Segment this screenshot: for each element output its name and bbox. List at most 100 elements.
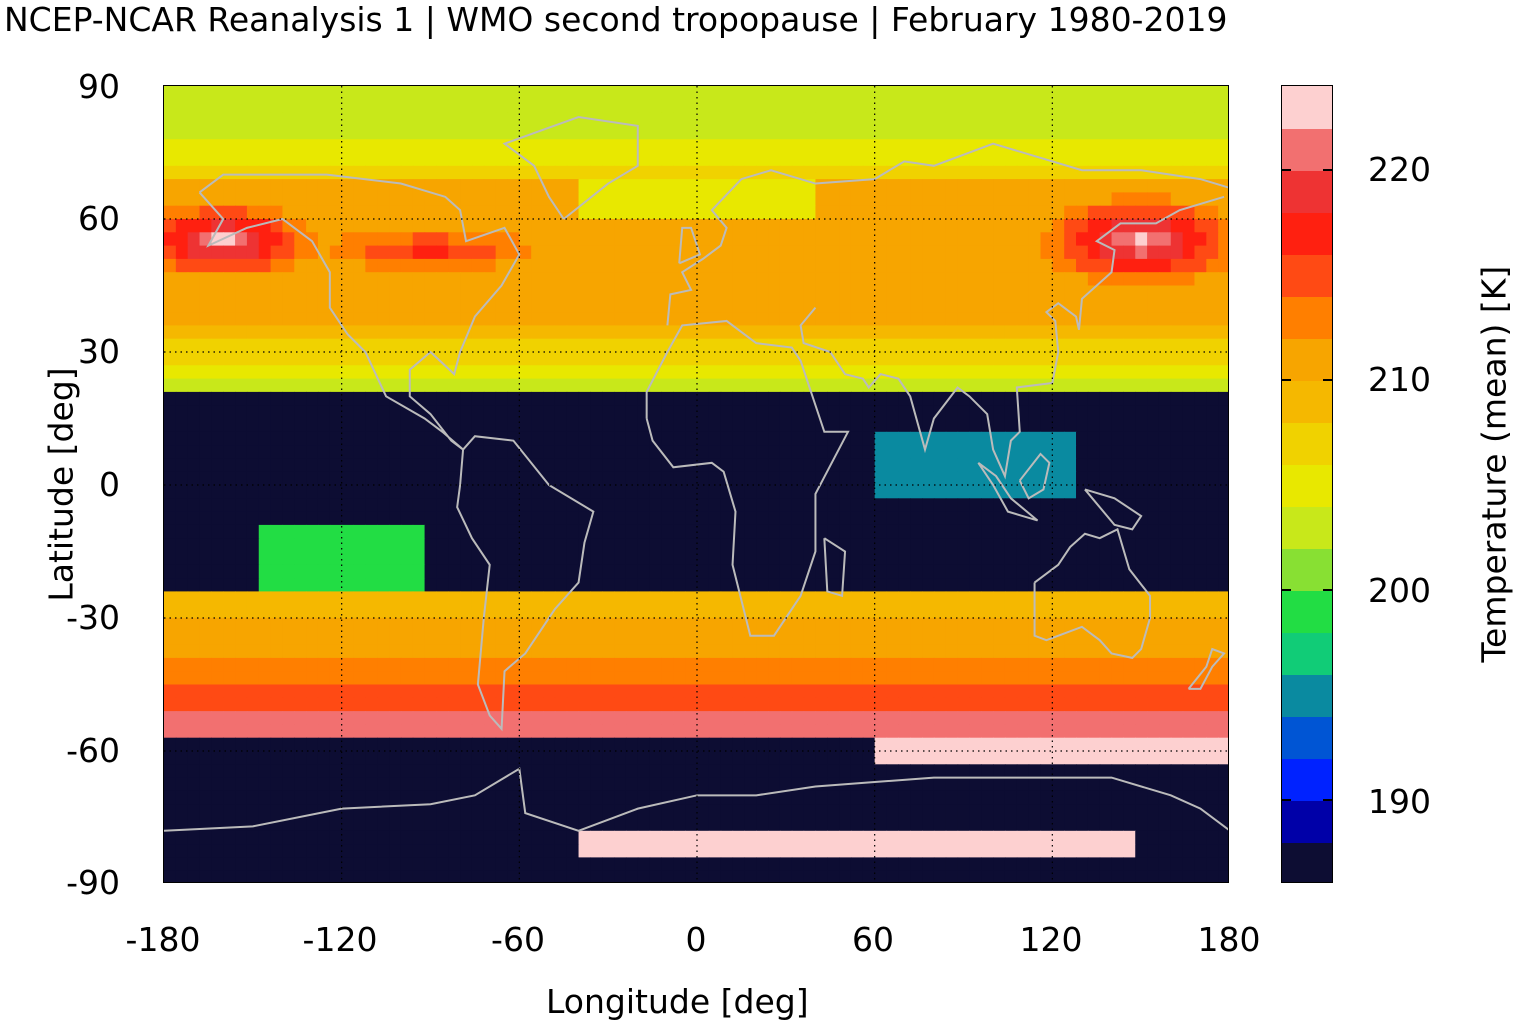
heatmap-cell [246, 139, 260, 154]
heatmap-cell [1123, 764, 1136, 779]
heatmap-cell [602, 724, 615, 739]
heatmap-cell [661, 192, 674, 207]
heatmap-cell [957, 618, 971, 632]
heatmap-cell [590, 258, 603, 273]
heatmap-cell [969, 657, 982, 672]
heatmap-cell [1218, 591, 1228, 606]
heatmap-cell [625, 578, 639, 592]
heatmap-cell [199, 777, 212, 792]
heatmap-cell [353, 764, 366, 779]
heatmap-cell [1016, 192, 1030, 207]
heatmap-cell [554, 777, 568, 792]
heatmap-cell [720, 365, 734, 380]
heatmap-cell [886, 152, 899, 167]
heatmap-cell [981, 671, 994, 686]
heatmap-cell [270, 232, 284, 247]
heatmap-cell [448, 697, 461, 712]
heatmap-cell [993, 618, 1006, 632]
heatmap-cell [400, 671, 414, 686]
heatmap-cell [685, 285, 698, 300]
heatmap-cell [981, 657, 994, 672]
heatmap-cell [1182, 285, 1196, 300]
heatmap-cell [625, 312, 639, 326]
heatmap-cell [1135, 711, 1148, 725]
heatmap-cell [649, 338, 663, 353]
heatmap-cell [270, 471, 284, 486]
heatmap-cell [862, 657, 876, 672]
heatmap-cell [1158, 578, 1172, 592]
heatmap-cell [211, 511, 224, 526]
heatmap-cell [187, 524, 201, 539]
heatmap-cell [720, 285, 734, 300]
heatmap-cell [270, 498, 284, 513]
heatmap-cell [756, 125, 769, 140]
heatmap-cell [886, 684, 899, 699]
heatmap-cell [1123, 657, 1136, 672]
heatmap-cell [756, 684, 769, 699]
heatmap-cell [673, 591, 686, 606]
heatmap-cell [933, 724, 947, 739]
heatmap-cell [448, 551, 461, 566]
heatmap-cell [495, 232, 509, 247]
heatmap-cell [389, 764, 402, 779]
heatmap-cell [566, 258, 580, 273]
heatmap-cell [1028, 219, 1042, 233]
heatmap-cell [460, 192, 473, 207]
heatmap-cell [235, 179, 248, 193]
heatmap-cell [779, 657, 793, 672]
heatmap-cell [223, 192, 236, 207]
heatmap-cell [175, 285, 189, 300]
heatmap-cell [543, 498, 556, 513]
heatmap-cell [827, 232, 840, 247]
heatmap-cell [258, 125, 272, 140]
heatmap-cell [661, 458, 674, 473]
heatmap-cell [531, 498, 544, 513]
heatmap-cell [519, 418, 532, 433]
heatmap-cell [993, 671, 1006, 686]
heatmap-cell [981, 232, 994, 247]
heatmap-cell [270, 671, 284, 686]
heatmap-cell [850, 431, 864, 446]
heatmap-cell [839, 657, 852, 672]
heatmap-cell [602, 511, 615, 526]
heatmap-cell [1087, 711, 1101, 725]
heatmap-cell [981, 298, 994, 313]
heatmap-cell [945, 405, 959, 420]
heatmap-cell [898, 538, 911, 553]
heatmap-cell [945, 644, 959, 659]
heatmap-cell [353, 790, 366, 805]
heatmap-cell [282, 524, 295, 539]
heatmap-cell [815, 790, 828, 805]
heatmap-cell [1111, 125, 1124, 140]
heatmap-cell [602, 112, 615, 127]
heatmap-cell [483, 790, 497, 805]
heatmap-cell [448, 405, 461, 420]
heatmap-cell [578, 325, 591, 340]
heatmap-cell [365, 604, 378, 619]
heatmap-cell [294, 724, 307, 739]
heatmap-cell [602, 325, 615, 340]
heatmap-cell [329, 790, 343, 805]
heatmap-cell [223, 711, 236, 725]
heatmap-cell [791, 431, 805, 446]
heatmap-cell [1111, 86, 1124, 100]
heatmap-cell [862, 165, 876, 180]
heatmap-cell [1076, 99, 1089, 114]
heatmap-cell [317, 604, 331, 619]
heatmap-cell [471, 245, 485, 260]
heatmap-cell [1218, 790, 1228, 805]
heatmap-cell [246, 391, 260, 406]
heatmap-cell [448, 232, 461, 247]
heatmap-cell [791, 418, 805, 433]
heatmap-cell [981, 445, 994, 459]
heatmap-cell [187, 751, 201, 765]
heatmap-cell [495, 99, 509, 114]
heatmap-cell [922, 112, 935, 127]
heatmap-cell [779, 112, 793, 127]
heatmap-cell [341, 352, 355, 366]
heatmap-cell [720, 790, 734, 805]
heatmap-cell [448, 737, 461, 752]
heatmap-cell [732, 684, 745, 699]
heatmap-cell [1076, 751, 1089, 765]
heatmap-cell [922, 724, 935, 739]
